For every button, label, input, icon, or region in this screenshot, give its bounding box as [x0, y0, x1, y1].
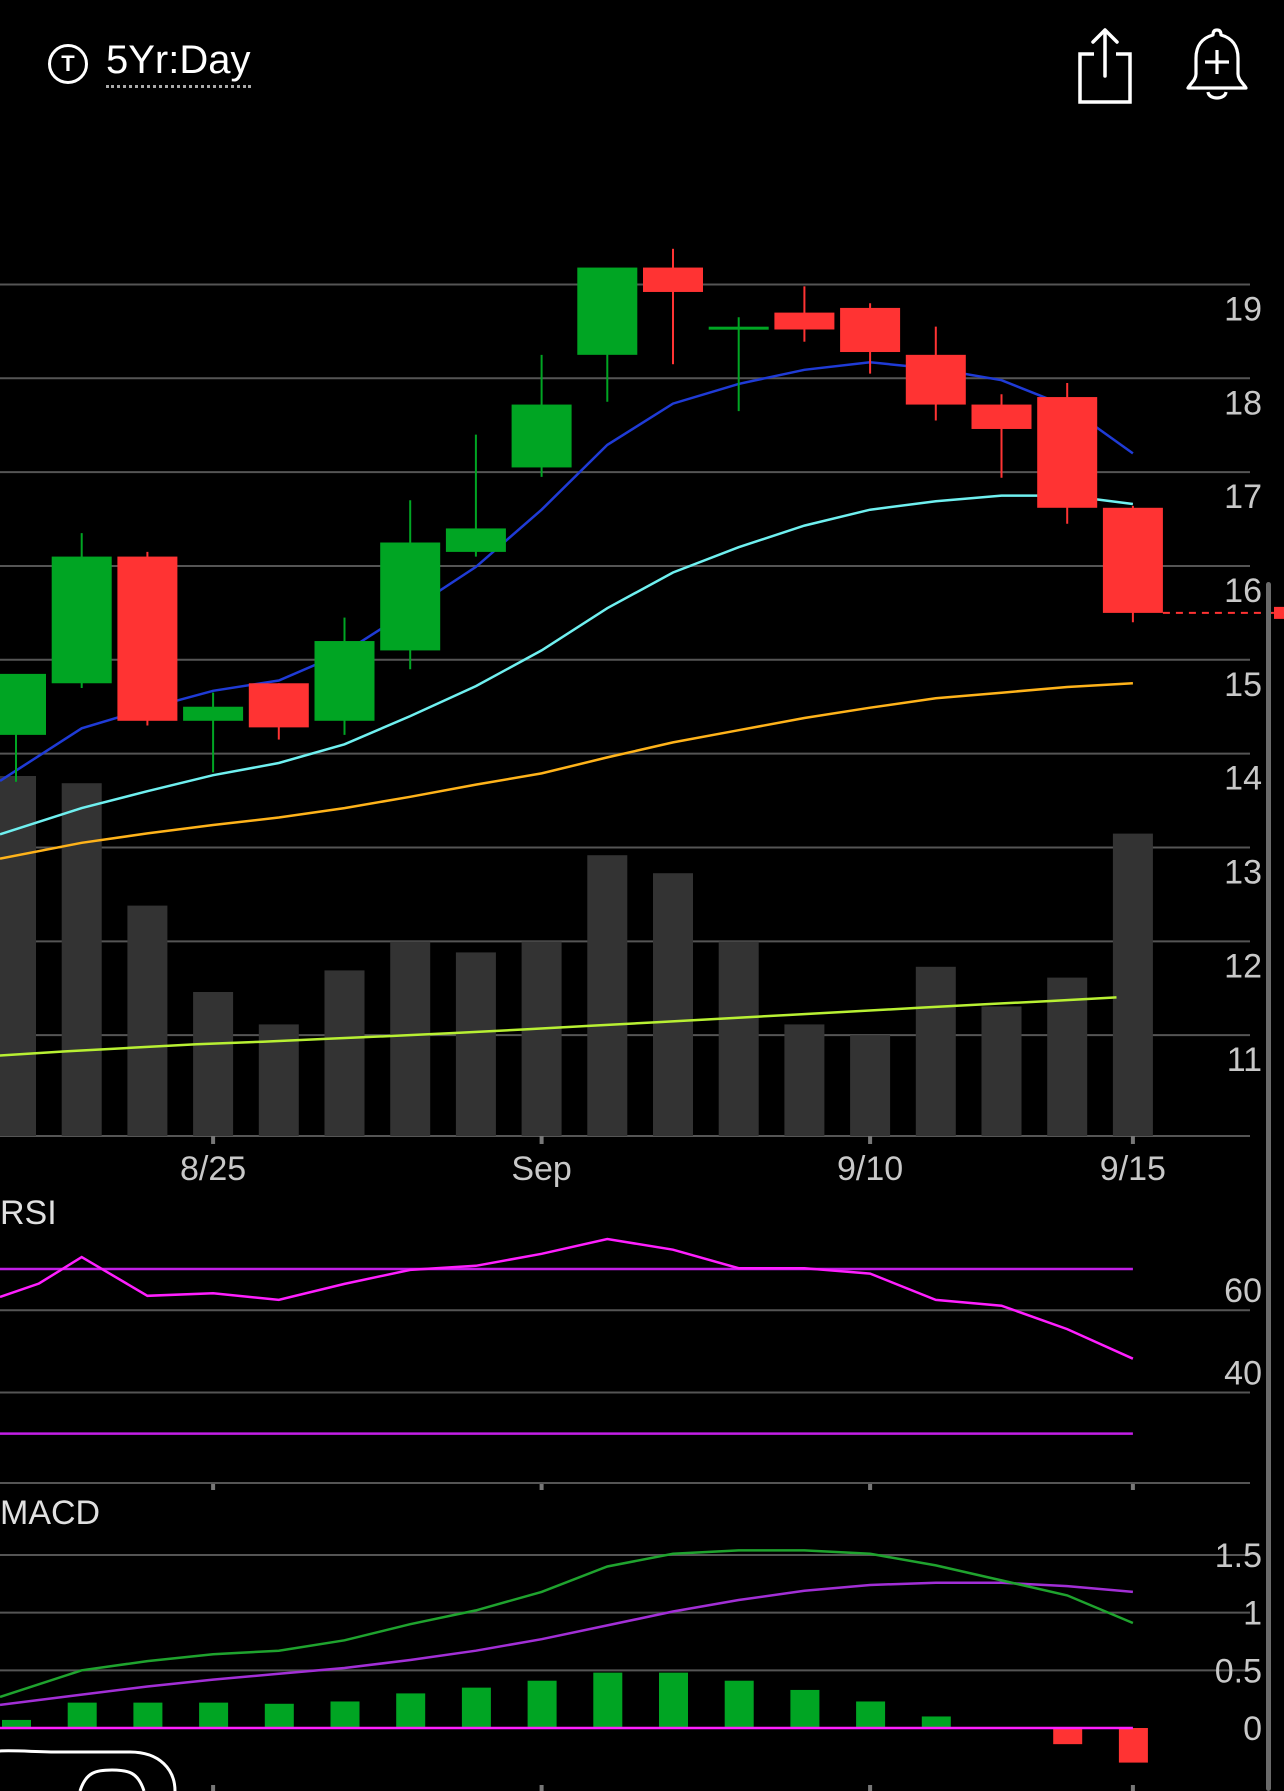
volume-bar: [1112, 833, 1153, 1136]
candle-body: [183, 706, 244, 721]
volume-bar: [258, 1024, 299, 1136]
volume-bar: [390, 941, 431, 1136]
macd-histogram-bar: [921, 1716, 951, 1728]
macd-histogram-bar: [1118, 1728, 1148, 1763]
macd-title: MACD: [0, 1494, 100, 1532]
macd-tick-label: 1: [1243, 1595, 1262, 1633]
candle-body: [248, 683, 309, 728]
candle-body: [1102, 507, 1163, 613]
macd-panel: MACD 0 0.5 1 1.5: [0, 1494, 1262, 1763]
ticker-badge[interactable]: T: [48, 44, 88, 84]
rsi-panel: RSI 40 60: [0, 1194, 1262, 1484]
candle-body: [577, 267, 638, 355]
macd-tick-label: 0.5: [1215, 1652, 1262, 1690]
macd-histogram-bar: [790, 1689, 820, 1728]
macd-line: [0, 1549, 1134, 1699]
volume-bars: [0, 776, 1153, 1136]
volume-bar: [0, 776, 36, 1136]
macd-histogram-bar: [2, 1719, 31, 1728]
last-price-marker: [1274, 606, 1284, 619]
rsi-title: RSI: [0, 1194, 57, 1232]
price-tick-label: 12: [1224, 947, 1262, 985]
macd-histogram-bar: [1053, 1728, 1083, 1745]
ma-mid-line: [0, 494, 1134, 836]
candle-body: [1037, 397, 1098, 508]
macd-histogram-bar: [527, 1680, 557, 1728]
date-axis: 8/25 Sep 9/10 9/15: [180, 1136, 1166, 1791]
candle-body: [905, 354, 966, 405]
date-tick-label: 9/15: [1100, 1150, 1166, 1188]
volume-bar: [653, 873, 693, 1136]
bottom-button-outline[interactable]: [0, 1749, 177, 1791]
candle-body: [708, 326, 769, 330]
volume-bar: [1047, 977, 1088, 1136]
ma-slow-line: [0, 682, 1133, 860]
macd-signal-line: [0, 1581, 1134, 1707]
scrollbar[interactable]: [1266, 582, 1271, 1791]
timeframe-selector[interactable]: 5Yr:Day: [106, 38, 251, 88]
price-tick-label: 19: [1224, 290, 1262, 328]
candlesticks: [0, 248, 1284, 782]
candle-body: [971, 404, 1032, 429]
share-icon[interactable]: [1074, 24, 1136, 108]
macd-histogram-bar: [199, 1702, 229, 1728]
macd-histogram-bar: [133, 1702, 163, 1728]
macd-histogram-bar: [593, 1672, 623, 1728]
candle-body: [380, 542, 441, 651]
volume-bar: [193, 992, 234, 1136]
top-bar: T 5Yr:Day: [0, 0, 1284, 130]
macd-histogram-bar: [67, 1702, 97, 1728]
rsi-tick-label: 60: [1224, 1272, 1262, 1310]
volume-bar: [127, 905, 168, 1136]
candle-body: [445, 528, 506, 552]
macd-histogram-bar: [724, 1680, 754, 1728]
price-tick-label: 18: [1224, 384, 1262, 422]
date-tick-label: 8/25: [180, 1150, 246, 1188]
date-tick-label: 9/10: [837, 1150, 903, 1188]
candle-body: [511, 404, 572, 468]
rsi-tick-label: 40: [1224, 1354, 1262, 1392]
volume-bar: [915, 966, 956, 1136]
macd-histogram-bar: [659, 1672, 688, 1728]
volume-bar: [784, 1024, 825, 1136]
candle-body: [51, 556, 112, 684]
macd-tick-label: 0: [1243, 1710, 1262, 1748]
macd-histogram-bar: [396, 1693, 426, 1728]
bottom-circle-icon[interactable]: [78, 1768, 146, 1791]
volume-bar: [61, 783, 102, 1136]
candle-body: [643, 267, 703, 292]
volume-bar: [521, 941, 562, 1136]
price-tick-label: 14: [1224, 760, 1262, 798]
macd-histogram-bar: [461, 1687, 491, 1728]
add-alert-bell-icon[interactable]: [1182, 24, 1252, 108]
volume-bar: [455, 952, 496, 1136]
price-tick-label: 15: [1224, 666, 1262, 704]
price-tick-label: 11: [1227, 1041, 1262, 1079]
volume-ma-line: [0, 996, 1117, 1057]
volume-bar: [324, 970, 365, 1136]
volume-bar: [981, 1006, 1022, 1136]
candle-body: [314, 641, 375, 721]
volume-bar: [718, 941, 759, 1136]
price-tick-label: 13: [1224, 853, 1262, 891]
macd-histogram-bar: [856, 1701, 886, 1728]
date-tick-label: Sep: [511, 1150, 572, 1188]
macd-tick-label: 1.5: [1215, 1537, 1262, 1575]
candle-body: [774, 312, 835, 330]
rsi-line: [0, 1237, 1134, 1360]
candle-body: [840, 307, 901, 353]
volume-bar: [587, 855, 628, 1136]
price-tick-label: 16: [1224, 572, 1262, 610]
macd-histogram-bar: [330, 1701, 360, 1728]
volume-bar: [850, 1035, 891, 1136]
price-tick-label: 17: [1224, 478, 1262, 516]
macd-histogram-bar: [264, 1703, 294, 1728]
candle-body: [117, 556, 178, 721]
candle-body: [0, 673, 46, 735]
